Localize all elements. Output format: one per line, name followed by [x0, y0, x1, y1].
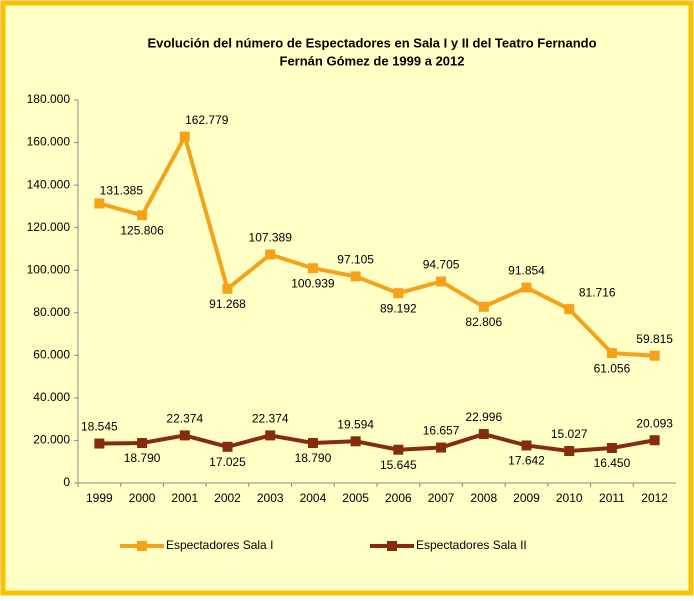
data-label: 16.657	[423, 424, 460, 438]
data-label: 82.806	[465, 315, 502, 329]
data-label: 81.716	[579, 285, 616, 299]
y-tick-label: 80.000	[33, 305, 70, 319]
x-tick-label: 2006	[385, 491, 412, 505]
y-tick-label: 160.000	[27, 135, 71, 149]
data-label: 97.105	[337, 253, 374, 267]
point	[137, 210, 148, 221]
x-tick-label: 2002	[214, 491, 241, 505]
point	[521, 282, 532, 293]
data-label: 131.385	[100, 184, 144, 198]
point	[179, 131, 190, 142]
point	[436, 276, 447, 287]
data-label: 162.779	[185, 113, 229, 127]
x-tick-label: 2001	[171, 491, 198, 505]
point	[94, 198, 105, 209]
y-tick-label: 100.000	[27, 262, 71, 276]
data-label: 94.705	[423, 258, 460, 272]
point	[350, 271, 361, 282]
legend-marker	[137, 541, 147, 551]
data-label: 125.806	[120, 223, 164, 237]
data-label: 22.374	[252, 412, 289, 426]
data-label: 59.815	[636, 332, 673, 346]
data-label: 100.939	[291, 276, 335, 290]
data-label: 18.790	[295, 451, 332, 465]
y-tick-label: 0	[63, 475, 70, 489]
point	[222, 441, 233, 452]
point	[350, 436, 361, 447]
data-label: 15.645	[380, 458, 417, 472]
y-tick-label: 60.000	[33, 348, 70, 362]
data-label: 91.268	[209, 297, 246, 311]
point	[222, 283, 233, 294]
data-label: 20.093	[636, 416, 673, 430]
series-line	[99, 431, 656, 454]
data-label: 18.790	[124, 451, 161, 465]
series-line	[98, 131, 655, 358]
x-tick-label: 2005	[342, 491, 369, 505]
data-label: 19.594	[337, 417, 374, 431]
point	[137, 438, 148, 449]
data-label: 18.545	[81, 420, 118, 434]
x-tick-label: 2010	[556, 491, 583, 505]
data-label: 107.389	[249, 231, 293, 245]
x-tick-label: 1999	[86, 491, 113, 505]
legend-label: Espectadores Sala I	[166, 538, 273, 552]
y-tick-label: 120.000	[27, 220, 71, 234]
data-label: 16.450	[594, 456, 631, 470]
data-label: 22.374	[166, 412, 203, 426]
x-tick-label: 2003	[257, 491, 284, 505]
x-tick-label: 2012	[641, 491, 668, 505]
data-label: 15.027	[551, 427, 588, 441]
point	[436, 442, 447, 453]
x-tick-label: 2007	[428, 491, 455, 505]
legend-label: Espectadores Sala II	[416, 538, 527, 552]
x-tick-label: 2004	[300, 491, 327, 505]
x-tick-label: 2009	[513, 491, 540, 505]
y-tick-label: 140.000	[27, 177, 71, 191]
point	[307, 263, 318, 274]
point	[307, 438, 318, 449]
chart-title: Evolución del número de Espectadores en …	[147, 35, 596, 50]
point	[94, 438, 105, 449]
point	[521, 440, 532, 451]
y-tick-label: 40.000	[33, 390, 70, 404]
data-label: 22.996	[465, 410, 502, 424]
point	[649, 435, 660, 446]
data-label: 89.192	[380, 301, 417, 315]
point	[179, 430, 190, 441]
point	[478, 429, 489, 440]
point	[393, 288, 404, 299]
data-label: 17.025	[209, 455, 246, 469]
point	[265, 430, 276, 441]
y-tick-label: 180.000	[27, 92, 71, 106]
data-label: 17.642	[508, 454, 545, 468]
point	[478, 301, 489, 312]
data-label: 91.854	[508, 264, 545, 278]
x-tick-label: 2011	[599, 491, 625, 505]
point	[606, 442, 617, 453]
x-tick-label: 2008	[470, 491, 497, 505]
point	[393, 444, 404, 455]
chart-title: Fernán Gómez de 1999 a 2012	[280, 53, 465, 68]
point	[564, 304, 575, 315]
point	[564, 446, 575, 457]
y-tick-label: 20.000	[33, 433, 70, 447]
data-label: 61.056	[594, 361, 631, 375]
point	[606, 348, 617, 359]
point	[649, 350, 660, 361]
point	[265, 249, 276, 260]
legend-marker	[387, 541, 397, 551]
x-tick-label: 2000	[129, 491, 156, 505]
